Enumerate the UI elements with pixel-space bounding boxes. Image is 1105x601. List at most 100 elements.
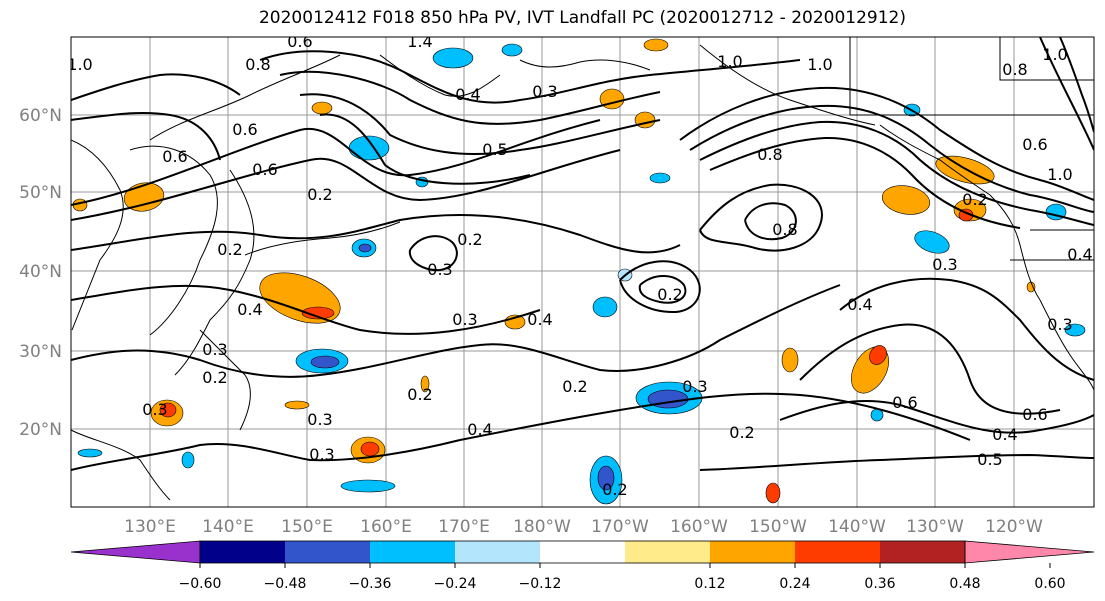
colorbar-tick-label: −0.48 xyxy=(264,576,307,592)
colorbar-extend-low xyxy=(70,540,201,564)
colorbar-tick-label: −0.60 xyxy=(179,576,222,592)
lon-label: 150°W xyxy=(749,517,807,537)
contour-label: 0.2 xyxy=(729,423,754,442)
contour-label: 0.6 xyxy=(162,147,187,166)
negative-pv-blob xyxy=(1064,323,1086,337)
colorbar-tick-label: −0.24 xyxy=(434,576,477,592)
colorbar-tick-label: 0.24 xyxy=(779,576,810,592)
positive-pv-blob xyxy=(765,482,781,504)
latitude-labels: 60°N 50°N 40°N 30°N 20°N xyxy=(19,106,62,440)
ivt-contour xyxy=(619,260,701,314)
ivt-contour xyxy=(71,149,621,221)
negative-pv-blob xyxy=(181,451,195,469)
positive-pv-blob xyxy=(284,400,310,410)
colorbar-tick-label: 0.48 xyxy=(949,576,980,592)
ivt-contour xyxy=(479,284,841,372)
coastlines xyxy=(71,37,1094,501)
lon-label: 120°W xyxy=(985,517,1043,537)
negative-pv-blob xyxy=(649,172,671,184)
colorbar-segment xyxy=(200,541,285,563)
lon-label: 150°E xyxy=(281,517,333,537)
colorbar-tick-label: 0.12 xyxy=(694,576,725,592)
contour-label: 0.2 xyxy=(657,285,682,304)
colorbar-tick-label: −0.12 xyxy=(519,576,562,592)
ivt-contour xyxy=(408,235,458,272)
contour-label: 0.6 xyxy=(232,120,257,139)
ivt-contour xyxy=(71,111,221,161)
lon-label: 140°W xyxy=(828,517,886,537)
contour-label: 1.0 xyxy=(67,55,92,74)
contour-label: 1.4 xyxy=(407,32,432,51)
negative-pv-blob xyxy=(597,465,615,491)
coastline-segment xyxy=(129,145,218,336)
coastline-segment xyxy=(699,44,876,126)
lat-label: 40°N xyxy=(19,262,62,282)
contour-label: 0.3 xyxy=(309,445,334,464)
contour-label: 0.2 xyxy=(407,385,432,404)
colorbar-segment xyxy=(370,541,455,563)
contour-label: 0.2 xyxy=(217,240,242,259)
positive-pv-blob xyxy=(420,375,430,393)
contour-label: 0.2 xyxy=(202,368,227,387)
lon-label: 130°E xyxy=(124,517,176,537)
coastline-segment xyxy=(989,194,1041,301)
lat-label: 50°N xyxy=(19,183,62,203)
contour-label: 0.3 xyxy=(427,260,452,279)
negative-pv-blob xyxy=(340,479,396,493)
ivt-contour xyxy=(638,275,687,304)
ivt-contour xyxy=(71,344,481,378)
contour-label: 0.3 xyxy=(682,377,707,396)
ivt-contour xyxy=(71,214,681,254)
lat-label: 30°N xyxy=(19,342,62,362)
negative-pv-blob xyxy=(77,448,103,458)
contour-label: 1.0 xyxy=(807,55,832,74)
negative-pv-blob xyxy=(358,243,372,253)
contour-label: 0.6 xyxy=(1022,405,1047,424)
coastline-segment xyxy=(71,139,124,331)
positive-pv-blob xyxy=(643,38,669,52)
negative-pv-blob xyxy=(432,47,474,69)
positive-pv-blob xyxy=(159,402,177,418)
negative-pv-blob xyxy=(592,296,618,318)
ivt-contour xyxy=(689,104,1094,213)
contour-label: 0.4 xyxy=(527,310,552,329)
colorbar-tick-label: 0.60 xyxy=(1034,576,1065,592)
colorbar-tick-label: −0.36 xyxy=(349,576,392,592)
colorbar-segment xyxy=(540,541,625,563)
ivt-contour xyxy=(779,400,1094,434)
contour-label: 0.3 xyxy=(142,400,167,419)
contour-label: 0.5 xyxy=(977,450,1002,469)
contour-label: 0.4 xyxy=(455,85,480,104)
colorbar-segment xyxy=(880,541,965,563)
positive-pv-blob xyxy=(869,345,887,365)
ivt-contour xyxy=(71,73,241,101)
positive-pv-blob xyxy=(781,347,799,373)
colorbar-tick-label: 0.36 xyxy=(864,576,895,592)
contour-label: 0.6 xyxy=(1022,135,1047,154)
positive-pv-blob xyxy=(881,185,931,215)
contour-label: 0.4 xyxy=(992,425,1017,444)
contour-labels: 1.01.40.60.81.00.4 0.30.51.00.80.61.00.60… xyxy=(67,32,1093,499)
positive-pv-blob xyxy=(301,306,335,320)
ivt-contour xyxy=(299,93,661,155)
ivt-contour xyxy=(459,392,971,441)
contour-label: 0.3 xyxy=(1047,315,1072,334)
contour-label: 0.2 xyxy=(602,480,627,499)
contour-label: 0.4 xyxy=(1067,245,1092,264)
contour-label: 0.3 xyxy=(202,340,227,359)
coastline-segment xyxy=(174,169,255,376)
contour-label: 0.6 xyxy=(287,32,312,51)
ivt-contours xyxy=(71,37,1094,471)
coastline-segment xyxy=(71,429,171,501)
map-frame xyxy=(70,36,1095,508)
colorbar-border xyxy=(199,540,966,564)
colorbar-segment xyxy=(455,541,540,563)
contour-label: 0.8 xyxy=(245,55,270,74)
lon-label: 160°W xyxy=(670,517,728,537)
coastline-segment xyxy=(999,37,1094,81)
lon-label: 180°W xyxy=(513,517,571,537)
contour-label: 0.5 xyxy=(482,140,507,159)
contour-label: 0.3 xyxy=(532,82,557,101)
contour-label: 0.4 xyxy=(847,295,872,314)
